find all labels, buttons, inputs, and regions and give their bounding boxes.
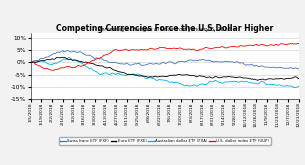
Legend: Swiss franc ETF (FXF), Euro ETF (FXE), Australian dollar ETF (FXA), U.S. dollar : Swiss franc ETF (FXF), Euro ETF (FXE), A…: [59, 137, 271, 145]
Text: Percentage Changes in Price from January 5, 2018: Percentage Changes in Price from January…: [98, 27, 231, 32]
Title: Competing Currencies Force the U.S.Dollar Higher: Competing Currencies Force the U.S.Dolla…: [56, 24, 273, 33]
